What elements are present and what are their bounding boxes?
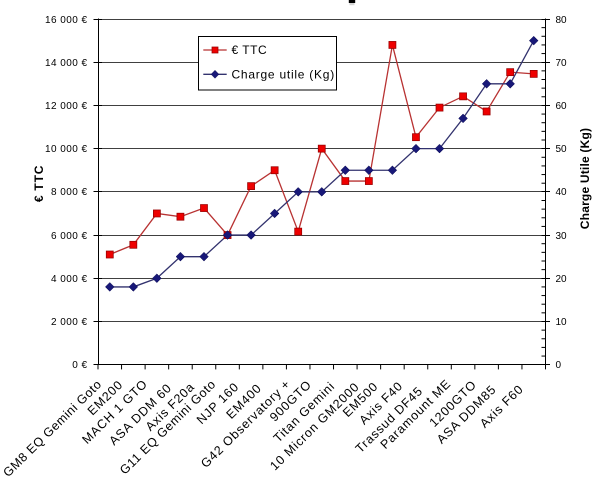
svg-text:6 000 €: 6 000 € [51,231,88,242]
svg-text:60: 60 [556,101,568,112]
svg-text:70: 70 [556,58,568,69]
svg-text:50: 50 [556,144,568,155]
svg-text:€ TTC: € TTC [232,43,268,57]
svg-text:8 000 €: 8 000 € [51,187,88,198]
svg-text:0: 0 [556,360,562,371]
svg-text:2 000 €: 2 000 € [51,317,88,328]
svg-text:10 000 €: 10 000 € [45,144,88,155]
svg-text:Charge Utile (Kg): Charge Utile (Kg) [578,128,592,229]
svg-text:16 000 €: 16 000 € [45,15,88,26]
svg-text:20: 20 [556,274,568,285]
svg-text:40: 40 [556,187,568,198]
svg-text:12 000 €: 12 000 € [45,101,88,112]
svg-text:80: 80 [556,15,568,26]
svg-text:€ TTC: € TTC [32,165,46,202]
svg-text:Charge utile (Kg): Charge utile (Kg) [232,68,335,82]
svg-text:4 000 €: 4 000 € [51,274,88,285]
svg-text:10: 10 [556,317,568,328]
svg-text:0 €: 0 € [72,360,87,371]
svg-text:14 000 €: 14 000 € [45,58,88,69]
svg-text:30: 30 [556,231,568,242]
